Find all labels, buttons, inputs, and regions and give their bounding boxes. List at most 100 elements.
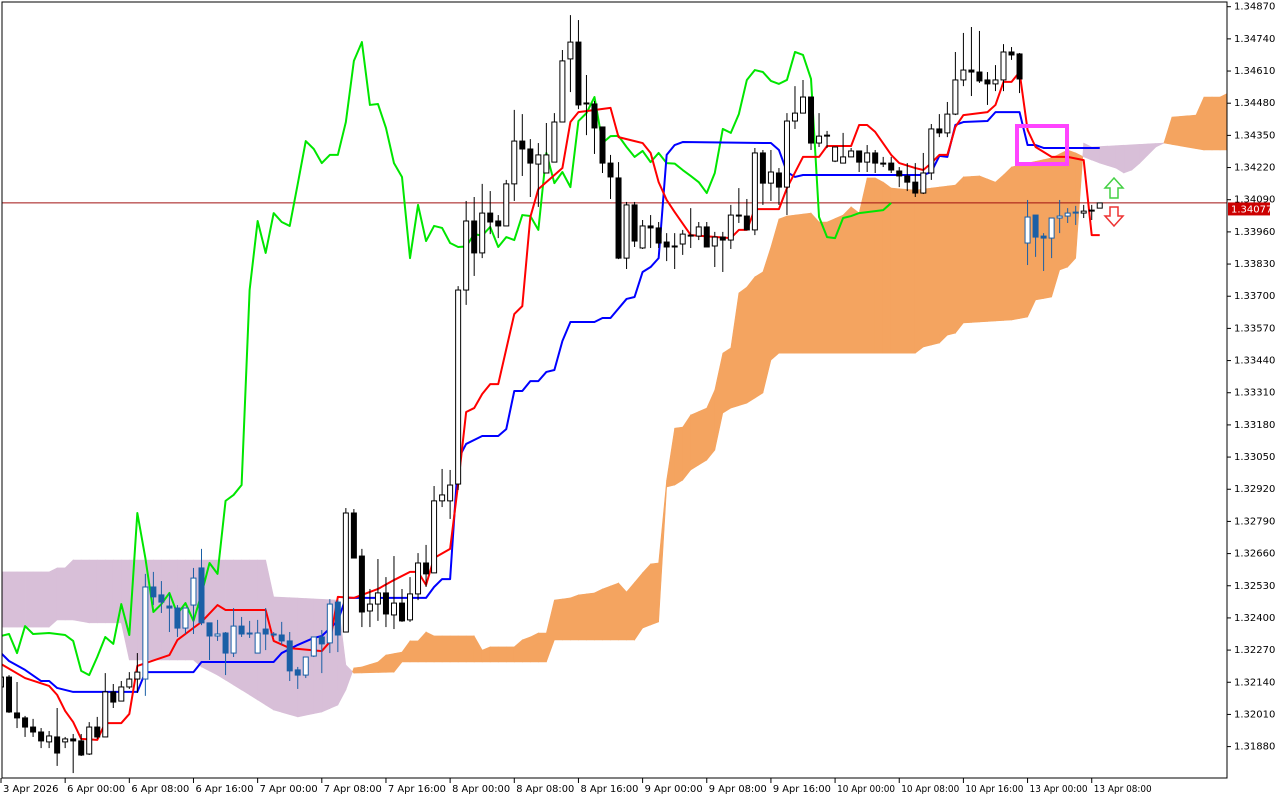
cloud-segment: [1011, 164, 1020, 321]
cloud-segment: [1203, 96, 1213, 151]
candle: [816, 113, 823, 148]
cloud-segment: [1099, 145, 1109, 166]
cloud-segment: [425, 631, 435, 663]
candle: [679, 229, 686, 255]
time-tick-label: 10 Apr 00:00: [837, 784, 895, 795]
candle-body-bear: [888, 162, 895, 171]
candle: [840, 132, 847, 164]
candle: [671, 233, 678, 270]
cloud-segment: [594, 588, 603, 641]
price-tick-label: 1.34740: [1234, 34, 1275, 45]
price-tick-label: 1.32920: [1234, 484, 1275, 495]
cloud-segment: [56, 567, 66, 621]
cloud-segment: [1003, 166, 1012, 321]
candle: [254, 619, 261, 654]
kijun-sen-line: [2, 111, 1100, 693]
candle: [1056, 199, 1063, 234]
arrow-up-icon[interactable]: [1103, 176, 1125, 199]
price-tick-label: 1.32530: [1234, 581, 1275, 592]
highlight-rectangle[interactable]: [1015, 124, 1069, 166]
candle-body-bull: [832, 146, 839, 162]
candle: [647, 215, 654, 248]
candle: [350, 509, 357, 559]
cloud-segment: [810, 212, 820, 354]
candle-body-bull: [944, 113, 951, 134]
time-tick-label: 8 Apr 08:00: [516, 784, 574, 795]
candle: [270, 632, 277, 637]
cloud-segment: [489, 646, 499, 663]
candle: [543, 123, 550, 174]
candle-body-bear: [70, 738, 77, 742]
candle: [206, 622, 213, 660]
candle: [800, 79, 806, 114]
candle-body-bear: [703, 226, 710, 248]
cloud-segment: [1155, 142, 1165, 148]
cloud-segment: [634, 572, 643, 641]
candle-body-bear: [719, 236, 726, 241]
candle-body-bear: [1008, 51, 1015, 56]
cloud-segment: [786, 214, 796, 354]
candle-body-bull: [86, 726, 93, 755]
candle-body-bull: [463, 220, 470, 291]
plot-area[interactable]: [0, 15, 1228, 774]
cloud-segment: [249, 559, 258, 701]
time-tick-label: 7 Apr 00:00: [260, 784, 318, 795]
cloud-segment: [898, 188, 908, 354]
candle: [1008, 47, 1015, 60]
candle: [150, 571, 157, 606]
candle: [487, 191, 494, 235]
candle: [214, 619, 221, 641]
candle-body-bear: [358, 555, 365, 613]
candle-body-bull: [767, 171, 774, 184]
cloud-segment: [674, 426, 684, 486]
cloud-segment: [32, 571, 42, 628]
candle: [663, 233, 670, 262]
candle: [535, 143, 542, 207]
candle-body-bull: [439, 494, 446, 502]
candle-body-bull: [2, 676, 4, 688]
candle-body-bear: [150, 586, 157, 598]
price-tick-label: 1.32140: [1234, 677, 1275, 688]
cloud-segment: [690, 411, 700, 471]
candle-body-bull: [390, 602, 397, 616]
candle: [86, 722, 93, 756]
time-tick-label: 9 Apr 16:00: [773, 784, 831, 795]
cloud-segment: [842, 206, 852, 354]
candle-body-bull: [840, 156, 847, 164]
candle-body-bull: [695, 226, 702, 237]
candle-body-bear: [174, 607, 181, 629]
cloud-segment: [963, 176, 972, 324]
candle-body-bear: [984, 79, 991, 85]
candle: [896, 167, 903, 188]
price-axis[interactable]: 1.34870 1.34740 1.34610 1.34480 1.34350 1.342…: [1227, 2, 1275, 753]
candle: [431, 486, 438, 574]
candle-body-bull: [1072, 211, 1079, 214]
candle: [302, 656, 309, 679]
candle: [22, 715, 29, 737]
time-tick-label: 3 Apr 2026: [3, 784, 58, 795]
candle-body-bull: [551, 121, 558, 163]
candle-body-bear: [663, 241, 670, 248]
candle: [471, 196, 478, 276]
cloud-segment: [530, 632, 539, 663]
candle-body-bear: [318, 636, 325, 645]
arrow-down-icon[interactable]: [1103, 206, 1125, 228]
cloud-segment: [1211, 96, 1221, 151]
candle: [158, 581, 165, 613]
candle-body-bull: [62, 738, 69, 743]
cloud-segment: [874, 177, 884, 354]
candle: [334, 600, 341, 653]
current-price-label-text: 1.34077: [1231, 204, 1272, 215]
cloud-segment: [1075, 152, 1084, 259]
time-axis[interactable]: 3 Apr 2026 6 Apr 00:00 6 Apr 08:00 6 Apr 16…: [0, 778, 1152, 795]
time-tick-label: 10 Apr 16:00: [965, 784, 1023, 795]
candle-body-bear: [423, 562, 430, 575]
candle: [382, 577, 389, 628]
cloud-segment: [104, 559, 114, 624]
candle-body-bull: [503, 183, 510, 227]
candle-body-bear: [1032, 214, 1039, 238]
cloud-segment: [554, 598, 563, 641]
candle: [615, 162, 622, 260]
price-tick-label: 1.32400: [1234, 613, 1275, 624]
